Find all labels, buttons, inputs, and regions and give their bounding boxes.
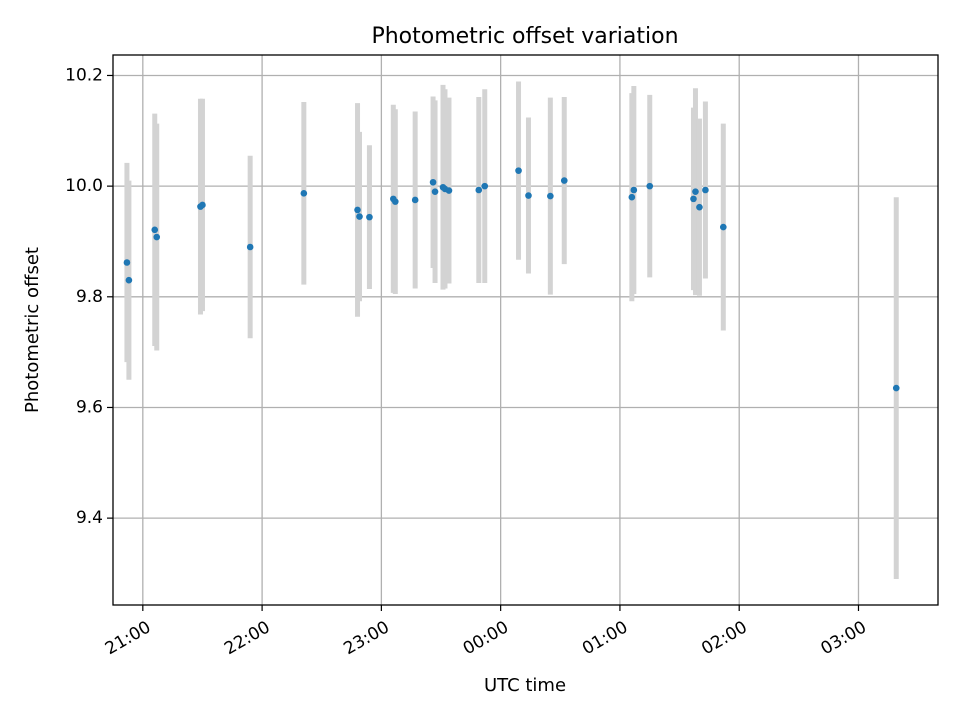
y-tick-label: 9.6 <box>76 397 103 417</box>
data-point <box>411 196 419 204</box>
data-point <box>481 182 489 190</box>
data-point <box>356 213 363 220</box>
data-point <box>354 206 361 214</box>
data-point <box>366 213 373 221</box>
data-point <box>560 177 568 184</box>
data-point <box>525 192 532 199</box>
y-tick-label: 9.4 <box>76 508 103 528</box>
data-point <box>630 186 638 194</box>
data-point <box>892 384 900 392</box>
x-tick-label: 23:00 <box>340 617 392 659</box>
y-axis-label: Photometric offset <box>22 247 43 413</box>
y-tick-label: 9.8 <box>76 287 103 307</box>
data-point <box>702 186 709 194</box>
y-tick-label: 10.2 <box>65 65 103 85</box>
grid <box>113 55 938 605</box>
error-bars <box>124 81 899 579</box>
data-point <box>125 276 133 284</box>
data-point <box>692 188 699 195</box>
data-point <box>199 201 206 209</box>
data-point <box>431 188 439 195</box>
data-point <box>391 198 399 205</box>
ticks: 21:00 22:00 23:00 00:00 01:00 02:00 03:00 9.4 9.… <box>65 65 870 659</box>
data-point <box>547 192 554 200</box>
data-point <box>153 233 161 241</box>
data-points <box>123 167 900 392</box>
data-point <box>646 182 654 190</box>
data-point <box>720 223 727 231</box>
x-tick-label: 00:00 <box>460 617 512 659</box>
x-tick-label: 21:00 <box>102 617 154 659</box>
x-tick-label: 22:00 <box>221 617 273 659</box>
x-tick-label: 01:00 <box>579 617 631 659</box>
x-tick-label: 03:00 <box>818 617 870 659</box>
data-point <box>151 226 159 234</box>
data-point <box>628 193 636 201</box>
plot-frame <box>112 54 939 606</box>
data-point <box>246 243 254 251</box>
data-point <box>696 203 703 211</box>
chart-title: Photometric offset variation <box>371 24 678 49</box>
data-point <box>475 186 483 194</box>
data-point <box>690 195 697 203</box>
x-tick-label: 02:00 <box>698 617 750 659</box>
y-tick-label: 10.0 <box>65 176 103 196</box>
data-point <box>300 190 308 197</box>
x-axis-label: UTC time <box>484 675 566 696</box>
data-point <box>515 167 522 174</box>
data-point <box>123 259 131 266</box>
data-point <box>445 187 453 194</box>
data-point <box>429 178 437 186</box>
